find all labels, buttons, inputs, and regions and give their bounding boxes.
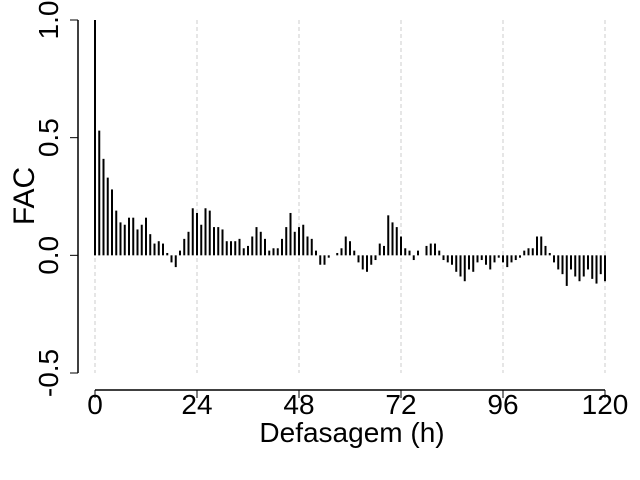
y-tick-label: 1.0 [33, 1, 64, 40]
x-tick-label: 0 [87, 389, 103, 420]
x-tick-label: 72 [385, 389, 416, 420]
y-tick-label: -0.5 [33, 349, 64, 397]
x-tick-label: 48 [283, 389, 314, 420]
y-tick-label: 0.0 [33, 236, 64, 275]
x-tick-label: 24 [181, 389, 212, 420]
x-tick-label: 96 [487, 389, 518, 420]
x-axis-label: Defasagem (h) [259, 417, 444, 448]
y-tick-label: 0.5 [33, 118, 64, 157]
y-axis-label: FAC [8, 167, 41, 225]
x-tick-label: 120 [582, 389, 629, 420]
